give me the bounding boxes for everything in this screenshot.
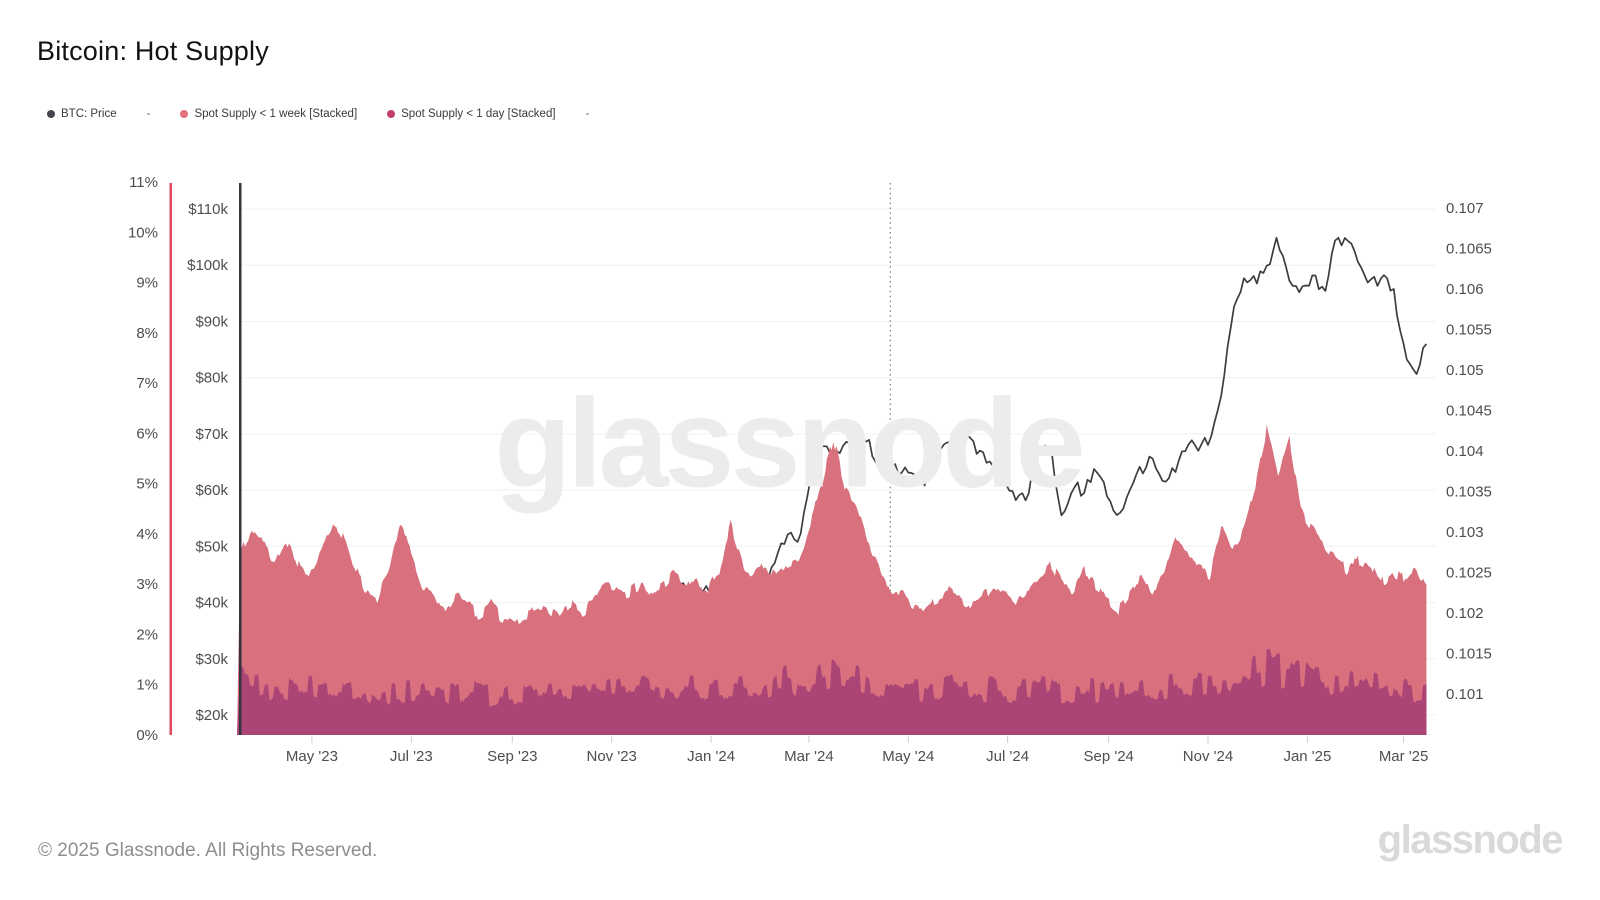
- x-axis-label: Mar '24: [784, 748, 834, 765]
- price-axis-label: $40k: [195, 595, 228, 612]
- right-axis-label: 0.1035: [1446, 484, 1492, 501]
- x-axis-label: May '23: [286, 748, 338, 765]
- legend-label: BTC: Price: [61, 108, 117, 120]
- price-axis-label: $100k: [187, 257, 228, 274]
- right-axis-label: 0.101: [1446, 686, 1484, 703]
- legend-label: Spot Supply < 1 day [Stacked]: [401, 108, 556, 120]
- x-axis-label: Sep '23: [487, 748, 537, 765]
- legend-dot-icon: [180, 110, 189, 118]
- percent-axis-label: 0%: [136, 727, 158, 744]
- glassnode-logo: glassnode: [1377, 818, 1564, 862]
- supply-day-area: [237, 648, 1427, 735]
- chart-plot-area[interactable]: 0% 1% 2% 3% 4% 5% 6% 7% 8% 9% 10% 11% $20k $30k $40k $5…: [0, 0, 1600, 800]
- copyright-text: © 2025 Glassnode. All Rights Reserved.: [38, 840, 378, 861]
- percent-axis-label: 1%: [136, 677, 158, 694]
- x-axis-label: May '24: [882, 748, 934, 765]
- x-axis-label: Sep '24: [1083, 748, 1133, 765]
- legend-item-2[interactable]: Spot Supply < 1 week [Stacked]: [180, 108, 357, 120]
- x-axis-label: Jan '24: [687, 748, 735, 765]
- x-axis-label: Nov '23: [587, 748, 637, 765]
- x-axis-label: Jul '24: [986, 748, 1029, 765]
- percent-axis-label: 8%: [136, 325, 158, 342]
- price-axis-label: $20k: [195, 707, 228, 724]
- right-axis-label: 0.107: [1446, 200, 1484, 217]
- legend-item-3[interactable]: Spot Supply < 1 day [Stacked]: [387, 108, 556, 120]
- price-axis-label: $50k: [195, 538, 228, 555]
- percent-axis-label: 6%: [136, 425, 158, 442]
- page-title: Bitcoin: Hot Supply: [37, 36, 269, 66]
- right-axis-label: 0.105: [1446, 362, 1484, 379]
- right-axis-label: 0.1065: [1446, 241, 1492, 258]
- price-axis-label: $90k: [195, 314, 228, 331]
- percent-axis-label: 11%: [129, 174, 158, 191]
- x-axis-label: Jan '25: [1283, 748, 1331, 765]
- x-axis-label: Jul '23: [390, 748, 433, 765]
- glassnode-watermark: glassnode: [494, 372, 1085, 514]
- price-axis-label: $80k: [195, 370, 228, 387]
- right-axis-label: 0.104: [1446, 443, 1484, 460]
- percent-axis-label: 4%: [136, 526, 158, 543]
- supply-week-area: [237, 424, 1427, 735]
- percent-axis-label: 7%: [136, 375, 158, 392]
- percent-axis-label: 5%: [136, 476, 158, 493]
- right-axis-label: 0.1055: [1446, 322, 1492, 339]
- right-axis-label: 0.1045: [1446, 403, 1492, 420]
- percent-axis-label: 10%: [128, 224, 158, 241]
- legend-placeholder-dash: -: [585, 108, 590, 120]
- right-axis-label: 0.103: [1446, 524, 1484, 541]
- percent-axis-label: 3%: [136, 576, 158, 593]
- percent-axis-label: 2%: [136, 627, 158, 644]
- price-axis-label: $70k: [195, 426, 228, 443]
- x-axis-label: Nov '24: [1183, 748, 1233, 765]
- right-axis-label: 0.1025: [1446, 565, 1492, 582]
- percent-axis-label: 9%: [136, 275, 158, 292]
- legend-dot-icon: [47, 110, 55, 118]
- right-axis-label: 0.106: [1446, 281, 1484, 298]
- legend-dot-icon: [387, 110, 396, 118]
- price-axis-label: $110k: [188, 201, 228, 218]
- right-axis-label: 0.1015: [1446, 646, 1492, 663]
- chart-legend: BTC: Price - Spot Supply < 1 week [Stacked…: [47, 108, 589, 120]
- percent-axis-line: [169, 183, 172, 735]
- price-axis-label: $30k: [195, 651, 228, 668]
- right-axis-label: 0.102: [1446, 605, 1484, 622]
- legend-item-0[interactable]: BTC: Price: [47, 108, 117, 120]
- price-axis-label: $60k: [195, 482, 228, 499]
- legend-label: Spot Supply < 1 week [Stacked]: [194, 108, 358, 120]
- price-axis-line: [239, 183, 242, 735]
- x-axis-label: Mar '25: [1379, 748, 1429, 765]
- legend-placeholder-dash: -: [146, 108, 151, 120]
